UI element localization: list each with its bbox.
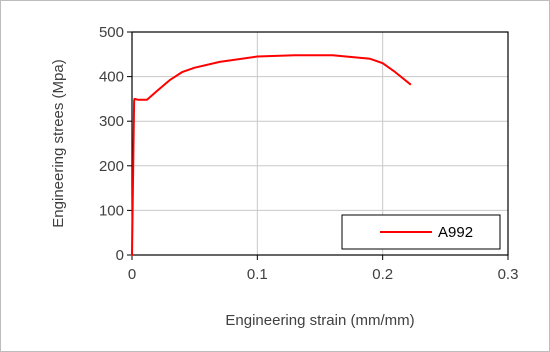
axes: 0 100 200 300 400 500 0 0.1 0.2 0.3 (99, 24, 518, 283)
plot-area (131, 31, 509, 256)
x-tick-label: 0.2 (372, 266, 393, 283)
x-tick-label: 0 (128, 266, 136, 283)
y-tick-label: 400 (99, 69, 124, 86)
x-tick-label: 0.1 (247, 266, 268, 283)
y-tick-label: 100 (99, 202, 124, 219)
y-tick-label: 500 (99, 24, 124, 41)
x-tick-label: 0.3 (498, 266, 519, 283)
series-lines (131, 54, 412, 256)
legend-label: A992 (438, 224, 473, 241)
x-axis-title: Engineering strain (mm/mm) (225, 312, 414, 329)
series-line-a992 (131, 54, 412, 256)
y-tick-label: 300 (99, 113, 124, 130)
y-tick-label: 200 (99, 158, 124, 175)
y-tick-label: 0 (116, 247, 124, 264)
y-axis-title: Engineering strees (Mpa) (50, 59, 67, 227)
legend: A992 (341, 214, 501, 250)
